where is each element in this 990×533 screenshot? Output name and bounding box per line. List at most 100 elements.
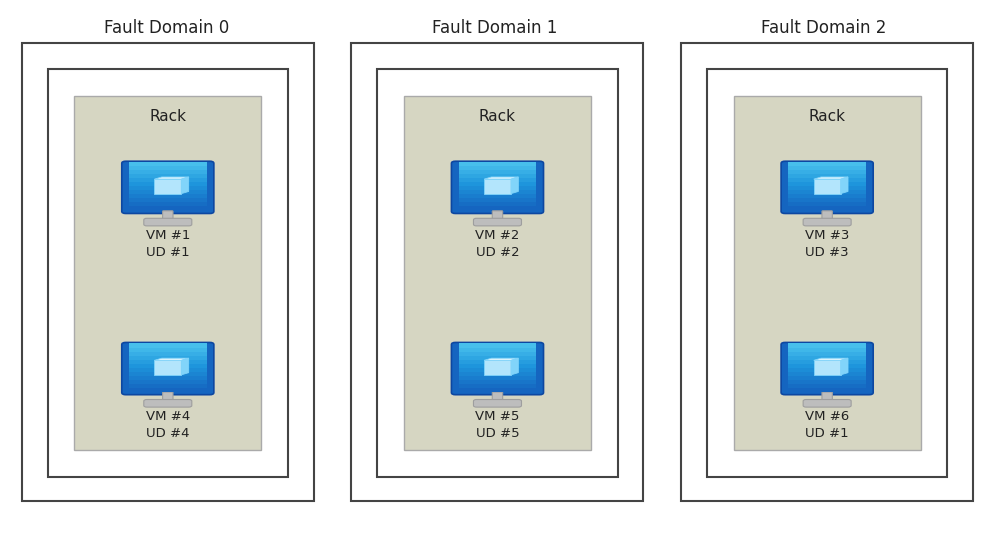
Polygon shape [814, 179, 841, 193]
Bar [458, 363, 537, 368]
Text: VM #3
UD #3: VM #3 UD #3 [805, 229, 849, 259]
Bar [458, 202, 537, 206]
Bar [129, 182, 207, 187]
Text: Fault Domain 1: Fault Domain 1 [433, 19, 557, 37]
Bar [788, 170, 866, 174]
FancyBboxPatch shape [144, 400, 192, 407]
Bar [458, 166, 537, 171]
FancyBboxPatch shape [492, 211, 503, 223]
Bar [458, 190, 537, 195]
FancyBboxPatch shape [803, 400, 851, 407]
FancyBboxPatch shape [22, 43, 314, 501]
Polygon shape [814, 360, 841, 375]
Polygon shape [484, 177, 519, 179]
FancyBboxPatch shape [48, 69, 288, 477]
Bar [129, 383, 207, 387]
FancyBboxPatch shape [74, 96, 261, 450]
Bar [129, 375, 207, 379]
Bar [129, 343, 207, 348]
FancyBboxPatch shape [681, 43, 973, 501]
Bar [788, 190, 866, 195]
Bar [458, 367, 537, 372]
Bar [788, 194, 866, 198]
Bar [129, 178, 207, 182]
FancyBboxPatch shape [162, 211, 173, 223]
Bar [458, 359, 537, 364]
Bar [458, 170, 537, 174]
FancyBboxPatch shape [122, 161, 214, 213]
Bar [458, 351, 537, 356]
FancyBboxPatch shape [122, 343, 214, 394]
Bar [788, 367, 866, 372]
FancyBboxPatch shape [473, 400, 522, 407]
Bar [788, 178, 866, 182]
Polygon shape [814, 177, 848, 179]
FancyBboxPatch shape [803, 219, 851, 226]
Bar [788, 347, 866, 352]
FancyBboxPatch shape [351, 43, 644, 501]
Text: VM #6
UD #1: VM #6 UD #1 [805, 410, 849, 440]
FancyBboxPatch shape [781, 161, 873, 213]
Polygon shape [154, 358, 189, 360]
Bar [129, 190, 207, 195]
Bar [129, 170, 207, 174]
Bar [129, 355, 207, 360]
Bar [458, 162, 537, 166]
Bar [458, 174, 537, 179]
Bar [129, 359, 207, 364]
Bar [458, 379, 537, 384]
Bar [788, 166, 866, 171]
Bar [788, 198, 866, 203]
Bar [458, 347, 537, 352]
Text: Rack: Rack [149, 109, 186, 124]
Text: VM #1
UD #1: VM #1 UD #1 [146, 229, 190, 259]
Bar [458, 375, 537, 379]
Bar [129, 347, 207, 352]
Bar [129, 186, 207, 190]
Polygon shape [154, 360, 181, 375]
Bar [788, 162, 866, 166]
FancyBboxPatch shape [492, 392, 503, 405]
Bar [129, 198, 207, 203]
Polygon shape [484, 360, 511, 375]
Bar [788, 375, 866, 379]
Bar [458, 198, 537, 203]
Bar [129, 162, 207, 166]
Bar [129, 363, 207, 368]
Text: Rack: Rack [809, 109, 845, 124]
Bar [129, 351, 207, 356]
Bar [129, 206, 207, 211]
Bar [458, 371, 537, 376]
Bar [788, 186, 866, 190]
Polygon shape [841, 177, 848, 193]
Bar [458, 186, 537, 190]
Bar [458, 194, 537, 198]
Bar [129, 371, 207, 376]
Bar [458, 206, 537, 211]
FancyBboxPatch shape [404, 96, 591, 450]
FancyBboxPatch shape [707, 69, 947, 477]
FancyBboxPatch shape [144, 219, 192, 226]
Polygon shape [154, 177, 189, 179]
Bar [788, 383, 866, 387]
Bar [129, 166, 207, 171]
Bar [129, 194, 207, 198]
Bar [129, 202, 207, 206]
Bar [129, 387, 207, 392]
FancyBboxPatch shape [451, 161, 544, 213]
Polygon shape [484, 358, 519, 360]
Polygon shape [154, 179, 181, 193]
Bar [788, 363, 866, 368]
Polygon shape [841, 358, 848, 375]
Text: VM #2
UD #2: VM #2 UD #2 [475, 229, 520, 259]
Text: Fault Domain 0: Fault Domain 0 [104, 19, 229, 37]
Bar [788, 387, 866, 392]
Bar [788, 355, 866, 360]
Bar [788, 343, 866, 348]
Bar [788, 371, 866, 376]
Bar [788, 206, 866, 211]
Bar [788, 182, 866, 187]
Bar [458, 387, 537, 392]
Polygon shape [181, 177, 189, 193]
Polygon shape [511, 358, 519, 375]
